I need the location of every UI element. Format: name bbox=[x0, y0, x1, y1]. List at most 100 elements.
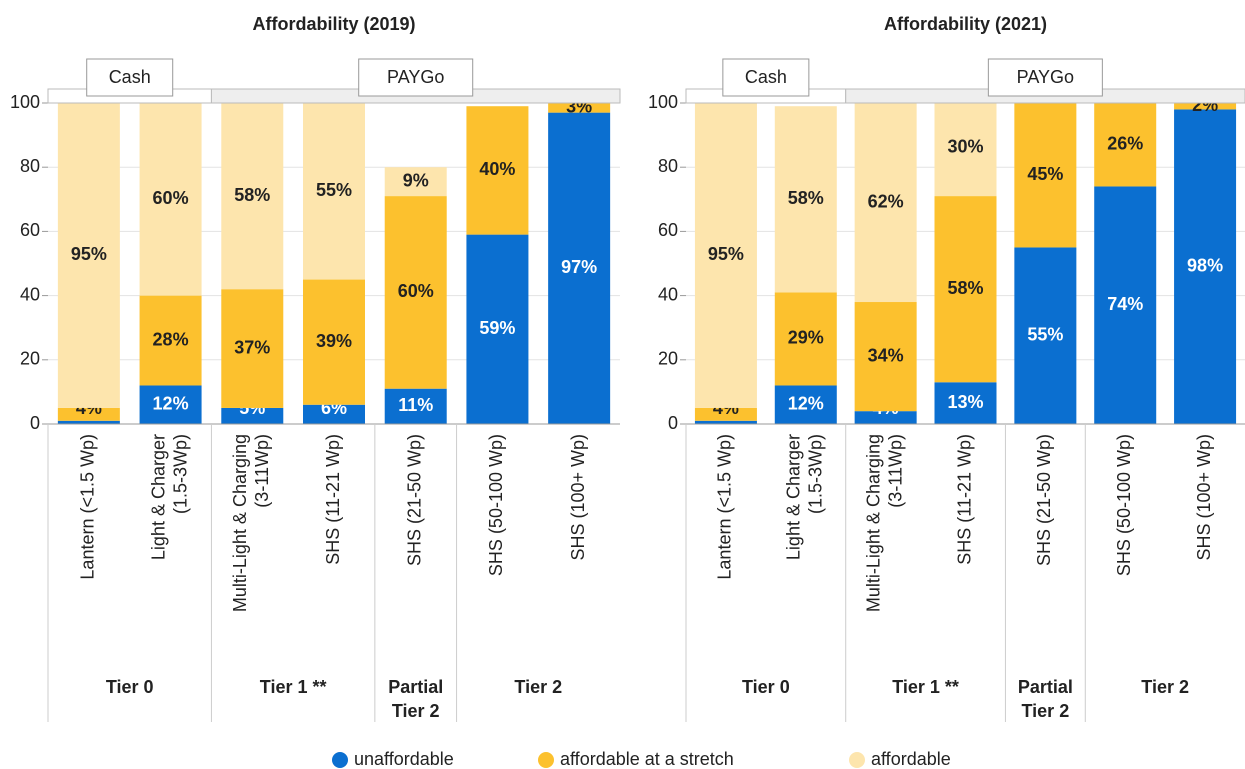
y-tick-label: 80 bbox=[20, 156, 40, 176]
data-label: 13% bbox=[947, 392, 983, 412]
x-tick-label: (3-11Wp) bbox=[252, 434, 272, 508]
bar-segment bbox=[1094, 103, 1157, 187]
data-label: 30% bbox=[947, 137, 983, 157]
bar-segment bbox=[384, 196, 447, 389]
data-label: 95% bbox=[708, 244, 744, 264]
x-tick-label: SHS (100+ Wp) bbox=[568, 434, 588, 561]
bar-segment bbox=[303, 404, 365, 424]
x-tick-label: SHS (50-100 Wp) bbox=[1114, 434, 1134, 576]
bar-segment bbox=[934, 382, 997, 424]
x-tick-label: (3-11Wp) bbox=[885, 434, 905, 508]
bar-segment bbox=[934, 196, 997, 383]
payment-label: PAYGo bbox=[1017, 67, 1074, 87]
bar-segment bbox=[139, 103, 202, 296]
tier-label: Tier 2 bbox=[392, 701, 440, 721]
bar-segment bbox=[1094, 186, 1157, 424]
payment-label: PAYGo bbox=[387, 67, 444, 87]
x-tick-label: Light & Charger bbox=[148, 434, 168, 560]
data-label: 55% bbox=[316, 180, 352, 200]
data-label: 55% bbox=[1027, 324, 1063, 344]
bar-segment bbox=[1014, 247, 1077, 424]
bar-segment bbox=[854, 302, 917, 412]
y-tick-label: 80 bbox=[658, 156, 678, 176]
payment-label: Cash bbox=[745, 67, 787, 87]
legend-marker bbox=[332, 752, 348, 768]
data-label: 12% bbox=[153, 393, 189, 413]
data-label: 9% bbox=[403, 170, 429, 190]
data-label: 58% bbox=[788, 188, 824, 208]
x-tick-label: (1.5-3Wp) bbox=[170, 434, 190, 514]
bar-segment bbox=[466, 106, 529, 235]
bar-segment bbox=[221, 407, 284, 424]
y-tick-label: 100 bbox=[10, 92, 40, 112]
data-label: 95% bbox=[71, 244, 107, 264]
bar-segment bbox=[694, 407, 757, 421]
x-tick-label: (1.5-3Wp) bbox=[806, 434, 826, 514]
legend-label: affordable bbox=[871, 749, 951, 769]
bar-segment bbox=[57, 103, 120, 408]
tier-label: Tier 1 ** bbox=[892, 677, 959, 697]
tier-label: Partial bbox=[1018, 677, 1073, 697]
x-tick-label: SHS (50-100 Wp) bbox=[486, 434, 506, 576]
payment-box bbox=[358, 58, 474, 97]
data-label: 58% bbox=[234, 185, 270, 205]
data-label: 12% bbox=[788, 393, 824, 413]
chart-title: Affordability (2021) bbox=[884, 14, 1047, 34]
data-label: 11% bbox=[398, 395, 433, 415]
payment-box bbox=[86, 58, 174, 97]
legend-label: unaffordable bbox=[354, 749, 454, 769]
y-tick-label: 100 bbox=[648, 92, 678, 112]
bar-segment bbox=[548, 103, 611, 113]
x-tick-label: Lantern (<1.5 Wp) bbox=[715, 434, 735, 580]
bar-segment bbox=[303, 103, 365, 280]
x-tick-label: SHS (11-21 Wp) bbox=[323, 434, 343, 565]
bar-segment bbox=[774, 292, 837, 386]
x-tick-label: Multi-Light & Charging bbox=[863, 434, 883, 612]
legend-marker bbox=[538, 752, 554, 768]
y-tick-label: 40 bbox=[658, 284, 678, 304]
bar-segment bbox=[548, 112, 611, 424]
bar-segment bbox=[694, 103, 757, 408]
data-label: 60% bbox=[398, 281, 434, 301]
bar-segment bbox=[466, 234, 529, 424]
bar-segment bbox=[1174, 103, 1237, 110]
y-tick-label: 60 bbox=[20, 220, 40, 240]
data-label: 26% bbox=[1107, 133, 1143, 153]
chart-title: Affordability (2019) bbox=[252, 14, 415, 34]
y-tick-label: 0 bbox=[668, 413, 678, 433]
bar-segment bbox=[694, 420, 757, 424]
data-label: 60% bbox=[153, 188, 189, 208]
bar-segment bbox=[774, 106, 837, 293]
payment-box bbox=[722, 58, 810, 97]
bar-segment bbox=[57, 407, 120, 421]
data-label: 29% bbox=[788, 328, 824, 348]
tier-label: Partial bbox=[388, 677, 443, 697]
y-tick-label: 20 bbox=[20, 349, 40, 369]
y-tick-label: 20 bbox=[658, 349, 678, 369]
data-label: 74% bbox=[1107, 294, 1143, 314]
data-label: 40% bbox=[479, 159, 515, 179]
legend-label: affordable at a stretch bbox=[560, 749, 734, 769]
bar-segment bbox=[774, 385, 837, 424]
data-label: 62% bbox=[868, 191, 904, 211]
bar-segment bbox=[384, 388, 447, 424]
bar-segment bbox=[1014, 103, 1077, 248]
bar-segment bbox=[854, 411, 917, 424]
tier-label: Tier 0 bbox=[106, 677, 154, 697]
y-tick-label: 40 bbox=[20, 284, 40, 304]
data-label: 97% bbox=[561, 257, 597, 277]
bar-segment bbox=[139, 385, 202, 424]
x-tick-label: SHS (21-50 Wp) bbox=[1034, 434, 1054, 566]
x-tick-label: SHS (11-21 Wp) bbox=[954, 434, 974, 565]
tier-label: Tier 2 bbox=[1141, 677, 1189, 697]
data-label: 59% bbox=[479, 318, 515, 338]
data-label: 28% bbox=[153, 329, 189, 349]
data-label: 45% bbox=[1027, 164, 1063, 184]
bar-segment bbox=[1174, 109, 1237, 425]
bar-segment bbox=[303, 279, 365, 405]
data-label: 34% bbox=[868, 345, 904, 365]
bar-segment bbox=[384, 167, 447, 197]
data-label: 39% bbox=[316, 331, 352, 351]
data-label: 58% bbox=[947, 278, 983, 298]
